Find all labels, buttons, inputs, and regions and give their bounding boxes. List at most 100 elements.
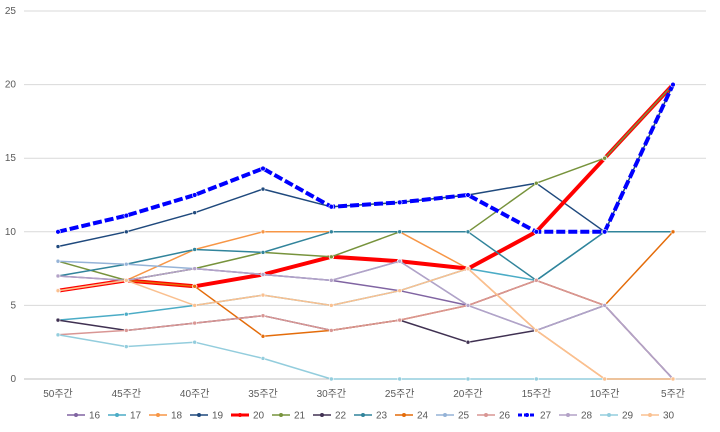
data-point <box>55 317 61 323</box>
legend-label: 20 <box>253 411 265 422</box>
data-point <box>670 81 676 88</box>
series-26 <box>55 278 676 382</box>
series-19 <box>55 82 676 249</box>
legend-item-20: 20 <box>231 411 265 422</box>
legend-marker <box>156 413 160 417</box>
data-point <box>192 210 197 215</box>
legend-marker <box>197 413 201 417</box>
data-point <box>260 356 266 361</box>
series-line-27 <box>57 83 675 234</box>
legend-item-26: 26 <box>477 411 511 422</box>
data-point <box>329 254 334 260</box>
legend-marker <box>443 413 447 417</box>
data-point <box>260 186 266 192</box>
data-point <box>124 311 129 317</box>
x-tick-label: 30주간 <box>317 388 347 400</box>
legend-item-28: 28 <box>559 411 593 422</box>
data-point <box>329 328 334 333</box>
x-tick-label: 50주간 <box>43 388 73 400</box>
y-tick-label: 0 <box>10 374 16 385</box>
x-axis: 50주간 45주간 40주간 35주간 30주간 25주간 20주간 15주간 10주간 5주간 <box>43 388 685 400</box>
grid-lines <box>24 10 706 380</box>
series-22 <box>55 303 676 382</box>
data-point <box>602 155 607 161</box>
data-point <box>260 165 266 172</box>
data-point <box>397 229 402 235</box>
series-lines <box>55 81 676 382</box>
data-point <box>124 344 129 349</box>
legend-marker <box>648 413 652 417</box>
data-point <box>329 303 334 308</box>
data-point <box>192 283 197 289</box>
data-point <box>670 229 676 235</box>
data-point <box>397 258 402 264</box>
legend-label: 16 <box>89 411 101 422</box>
data-point <box>191 192 198 198</box>
legend-marker <box>361 413 365 417</box>
data-point <box>670 376 676 382</box>
y-tick-label: 5 <box>10 300 16 311</box>
legend-marker <box>279 413 283 417</box>
y-tick-label: 20 <box>5 80 17 91</box>
data-point <box>602 303 607 308</box>
legend-item-23: 23 <box>354 411 388 422</box>
series-20 <box>55 81 676 294</box>
legend-label: 25 <box>458 411 470 422</box>
data-point <box>124 261 129 267</box>
data-point <box>534 376 539 382</box>
x-tick-label: 35주간 <box>248 388 278 400</box>
data-point <box>533 229 540 235</box>
legend-label: 18 <box>171 411 183 422</box>
legend-marker <box>566 413 570 417</box>
legend-label: 22 <box>335 411 347 422</box>
data-point <box>465 266 471 271</box>
legend-item-17: 17 <box>108 411 142 422</box>
data-point <box>124 278 129 283</box>
data-point <box>397 317 402 323</box>
data-point <box>192 247 197 252</box>
legend-marker <box>402 413 406 417</box>
legend-label: 27 <box>540 411 552 422</box>
y-axis: 0 5 10 15 20 25 <box>5 6 17 385</box>
x-tick-label: 20주간 <box>453 388 483 400</box>
data-point <box>192 339 197 345</box>
data-point <box>465 192 471 198</box>
y-tick-label: 25 <box>5 6 17 17</box>
data-point <box>397 376 402 382</box>
data-point <box>260 313 266 319</box>
legend-item-21: 21 <box>272 411 306 422</box>
series-30 <box>55 266 676 382</box>
data-point <box>124 328 129 333</box>
legend-label: 26 <box>499 411 511 422</box>
data-point <box>328 204 335 210</box>
legend-marker <box>607 413 611 417</box>
series-line-22 <box>57 304 674 380</box>
data-point <box>260 334 266 339</box>
data-point <box>601 229 608 235</box>
data-point <box>55 273 61 279</box>
legend-item-29: 29 <box>600 411 634 422</box>
legend-marker <box>115 413 119 417</box>
legend-item-30: 30 <box>641 411 675 422</box>
data-point <box>534 180 539 186</box>
legend-item-16: 16 <box>67 411 101 422</box>
legend-label: 30 <box>663 411 675 422</box>
data-point <box>55 244 61 249</box>
series-line-19 <box>57 83 674 248</box>
data-point <box>55 229 61 235</box>
legend-label: 23 <box>376 411 388 422</box>
data-point <box>465 376 471 382</box>
data-point <box>534 328 539 333</box>
legend-label: 19 <box>212 411 224 422</box>
legend-label: 24 <box>417 411 429 422</box>
legend-label: 21 <box>294 411 306 422</box>
x-tick-label: 15주간 <box>522 388 552 400</box>
y-tick-label: 10 <box>5 227 17 238</box>
x-tick-label: 40주간 <box>180 388 210 400</box>
data-point <box>124 229 129 235</box>
x-tick-label: 5주간 <box>661 388 685 400</box>
data-point <box>260 250 266 255</box>
data-point <box>465 339 471 345</box>
series-27 <box>55 81 676 235</box>
x-tick-label: 25주간 <box>385 388 415 400</box>
